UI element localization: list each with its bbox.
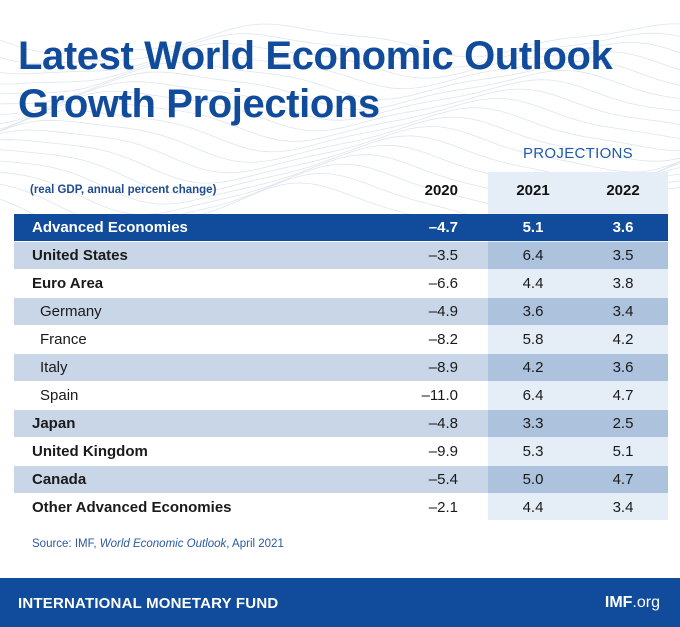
value-2020: –4.9 [428,303,458,320]
source-note: Source: IMF, World Economic Outlook, Apr… [32,538,284,550]
table-row: Spain –11.0 6.4 4.7 [14,382,668,409]
value-2020: –3.5 [428,247,458,264]
wave-line [0,23,680,58]
footer-organization: INTERNATIONAL MONETARY FUND [18,595,279,612]
row-name: Spain [40,387,79,404]
table-header: (real GDP, annual percent change) 2020 2… [0,172,680,214]
wave-line [0,125,680,174]
value-2020: –8.9 [428,359,458,376]
value-2022: 2.5 [578,410,668,437]
value-2020: –8.2 [428,331,458,348]
wave-line [0,97,680,142]
source-publication: World Economic Outlook [99,538,227,550]
value-2022: 4.2 [612,331,634,348]
wave-line [0,88,680,132]
value-2021: 5.8 [522,331,544,348]
table-row: Other Advanced Economies –2.1 4.4 3.4 [14,494,668,521]
table-row: Advanced Economies –4.7 5.1 3.6 [14,214,668,241]
row-name: United States [32,247,128,264]
row-name: Euro Area [32,275,104,292]
table-row: Italy –8.9 4.2 3.6 [14,354,668,381]
row-name: Other Advanced Economies [32,499,232,516]
source-suffix: , April 2021 [226,538,284,550]
table-row: Canada –5.4 5.0 4.7 [14,466,668,493]
value-2022: 3.4 [612,499,634,516]
page-title: Latest World Economic Outlook Growth Pro… [18,32,613,128]
year-header-2021: 2021 [516,182,550,199]
table-row: Euro Area –6.6 4.4 3.8 [14,270,668,297]
title-line-2: Growth Projections [18,82,380,126]
footer-bar: INTERNATIONAL MONETARY FUND IMF.org [0,578,680,627]
value-2020: –11.0 [421,387,458,404]
value-2022: 3.6 [578,214,668,241]
wave-line [0,107,680,153]
value-2021: 5.1 [488,214,578,241]
title-line-1: Latest World Economic Outlook [18,34,613,78]
table-row: United Kingdom –9.9 5.3 5.1 [14,438,668,465]
row-name: Germany [40,303,102,320]
value-2021: 4.4 [522,275,544,292]
table-row: Germany –4.9 3.6 3.4 [14,298,668,325]
year-header-2022: 2022 [606,182,640,199]
row-name: France [40,331,87,348]
value-2022: 4.7 [578,466,668,493]
wave-line [0,51,680,90]
wave-line [0,60,680,100]
value-2020: –6.6 [428,275,458,292]
row-name: Japan [32,415,76,432]
value-2021: 6.4 [522,387,544,404]
wave-line [0,32,680,69]
value-2020: –4.7 [428,219,458,236]
table-row: Japan –4.8 3.3 2.5 [14,410,668,437]
table-row: United States –3.5 6.4 3.5 [14,242,668,269]
value-2021: 4.4 [522,499,544,516]
value-2020: –9.9 [428,443,458,460]
wave-line [0,41,680,79]
footer-site-bold: IMF [604,594,633,611]
value-2022: 3.6 [578,354,668,381]
wave-line [0,116,680,163]
value-2021: 3.6 [488,298,578,325]
footer-website-link[interactable]: IMF.org [605,594,660,612]
wave-line [0,79,680,121]
value-2020: –2.1 [428,499,458,516]
row-name: Italy [40,359,68,376]
value-2021: 4.2 [488,354,578,381]
table-row: France –8.2 5.8 4.2 [14,326,668,353]
growth-table: Advanced Economies –4.7 5.1 3.6 United S… [14,214,668,522]
value-2021: 6.4 [488,242,578,269]
value-2021: 3.3 [488,410,578,437]
value-2022: 3.5 [578,242,668,269]
row-name: Advanced Economies [32,219,188,236]
source-prefix: Source: IMF, [32,538,100,550]
footer-site-rest: .org [632,594,660,611]
value-2021: 5.0 [488,466,578,493]
value-2020: –5.4 [428,471,458,488]
value-2022: 5.1 [612,443,634,460]
value-2022: 3.8 [612,275,634,292]
table-subtitle: (real GDP, annual percent change) [30,184,217,196]
year-header-2020: 2020 [424,182,458,199]
value-2021: 5.3 [522,443,544,460]
projections-label: PROJECTIONS [523,145,633,162]
row-name: Canada [32,471,87,488]
value-2022: 3.4 [578,298,668,325]
value-2020: –4.8 [428,415,458,432]
wave-line [0,69,680,111]
row-name: United Kingdom [32,443,148,460]
value-2022: 4.7 [612,387,634,404]
